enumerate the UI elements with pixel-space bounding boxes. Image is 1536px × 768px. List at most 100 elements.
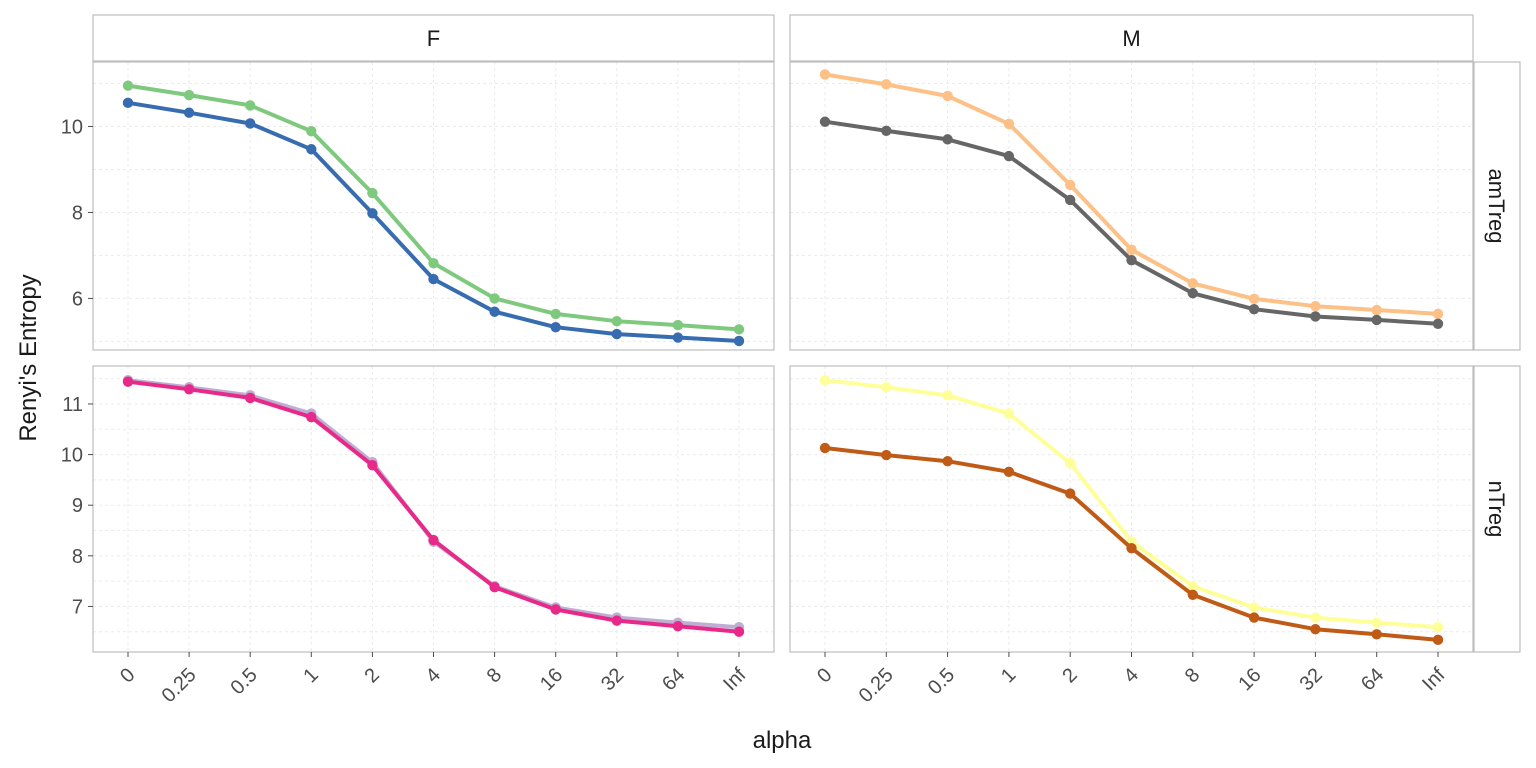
x-tick-label: 2 bbox=[1058, 664, 1081, 687]
y-tick-label: 10 bbox=[61, 445, 83, 467]
x-tick-label: Inf bbox=[719, 664, 751, 696]
data-point bbox=[1248, 612, 1260, 623]
data-point bbox=[942, 390, 953, 401]
data-point bbox=[1065, 194, 1076, 206]
data-point bbox=[1310, 612, 1321, 623]
data-point bbox=[489, 293, 500, 304]
data-point bbox=[1187, 288, 1199, 299]
x-tick-label: 0 bbox=[813, 664, 836, 687]
data-point bbox=[1065, 457, 1076, 469]
data-point bbox=[122, 97, 134, 109]
data-point bbox=[1371, 314, 1382, 326]
x-tick-label: 4 bbox=[1120, 664, 1143, 687]
series-layer bbox=[122, 69, 1444, 646]
data-point bbox=[1248, 303, 1260, 315]
data-point bbox=[1187, 580, 1199, 592]
data-point bbox=[428, 257, 439, 269]
facet-strip-label: M bbox=[1122, 26, 1140, 51]
x-axis-title: alpha bbox=[753, 727, 812, 754]
data-point bbox=[306, 411, 317, 423]
data-point bbox=[306, 126, 317, 137]
data-point bbox=[819, 374, 831, 386]
data-point bbox=[881, 125, 892, 136]
data-point bbox=[367, 460, 378, 471]
data-point bbox=[1248, 293, 1260, 305]
data-point bbox=[1126, 254, 1137, 266]
data-point bbox=[1003, 408, 1015, 419]
data-point bbox=[550, 604, 561, 615]
data-point bbox=[245, 392, 256, 404]
data-point bbox=[1432, 308, 1444, 320]
data-point bbox=[672, 620, 684, 632]
axes-layer: 6 8 10 7 8 9 10 11 0 0.25 0.5 1 2 4 8 16 32 64 Inf 0 0.25 0.5… bbox=[61, 116, 1450, 707]
x-tick-label: 8 bbox=[483, 664, 506, 687]
data-point bbox=[489, 306, 500, 317]
data-point bbox=[881, 382, 892, 393]
data-point bbox=[367, 208, 378, 219]
x-tick-label: 64 bbox=[658, 664, 689, 695]
x-tick-label: 16 bbox=[1234, 664, 1265, 695]
facet-strip-amTreg bbox=[1473, 61, 1521, 351]
data-point bbox=[183, 89, 195, 101]
data-point bbox=[550, 322, 561, 333]
data-point bbox=[733, 335, 745, 347]
data-point bbox=[942, 455, 953, 467]
x-tick-label: 0.25 bbox=[855, 664, 898, 707]
x-tick-label: Inf bbox=[1418, 664, 1450, 696]
y-tick-label: 7 bbox=[72, 596, 83, 618]
x-tick-label: 0.5 bbox=[924, 664, 959, 699]
data-point bbox=[611, 328, 622, 340]
x-tick-label: 4 bbox=[422, 664, 445, 687]
x-tick-label: 0 bbox=[116, 664, 139, 687]
data-point bbox=[1432, 634, 1444, 646]
facet-strip-nTreg bbox=[1473, 365, 1521, 653]
facet-strip-F bbox=[92, 14, 775, 62]
data-point bbox=[819, 116, 831, 127]
x-tick-label: 16 bbox=[536, 664, 567, 695]
data-point bbox=[672, 319, 684, 331]
data-point bbox=[1126, 244, 1137, 256]
x-tick-label: 32 bbox=[597, 664, 628, 695]
data-point bbox=[428, 273, 439, 285]
data-point bbox=[733, 324, 745, 335]
x-tick-label: 1 bbox=[997, 664, 1020, 687]
panel-M-amTreg bbox=[789, 61, 1474, 351]
series-line bbox=[126, 100, 741, 343]
data-point bbox=[672, 332, 684, 343]
data-point bbox=[306, 144, 317, 155]
data-point bbox=[1187, 589, 1199, 600]
facet-strip-M bbox=[789, 14, 1474, 62]
facet-strip-label: F bbox=[427, 26, 440, 51]
y-tick-label: 11 bbox=[62, 394, 83, 416]
y-tick-label: 10 bbox=[61, 116, 83, 138]
x-tick-label: 2 bbox=[361, 664, 384, 687]
facet-strip-label: nTreg bbox=[1484, 481, 1509, 538]
y-tick-label: 8 bbox=[72, 546, 83, 568]
data-point bbox=[367, 187, 378, 199]
x-tick-label: 64 bbox=[1357, 664, 1388, 695]
data-point bbox=[942, 90, 953, 102]
data-point bbox=[489, 582, 500, 593]
x-tick-label: 8 bbox=[1181, 664, 1204, 687]
panel-F-amTreg bbox=[92, 61, 775, 351]
data-point bbox=[881, 79, 892, 90]
data-point bbox=[122, 80, 134, 91]
data-point bbox=[881, 449, 892, 461]
data-point bbox=[245, 118, 256, 129]
facet-strip-label: amTreg bbox=[1484, 169, 1509, 244]
data-point bbox=[1371, 629, 1382, 640]
data-point bbox=[1065, 488, 1076, 499]
y-axis-title: Renyi's Entropy bbox=[15, 274, 42, 441]
data-point bbox=[1248, 602, 1260, 613]
frame-layer bbox=[92, 61, 1474, 653]
data-point bbox=[819, 69, 831, 80]
x-tick-label: 0.25 bbox=[158, 664, 201, 707]
data-point bbox=[1371, 617, 1382, 628]
data-point bbox=[1432, 621, 1444, 633]
data-point bbox=[611, 316, 622, 327]
data-point bbox=[733, 626, 745, 637]
data-point bbox=[183, 107, 195, 118]
data-point bbox=[1003, 118, 1015, 130]
